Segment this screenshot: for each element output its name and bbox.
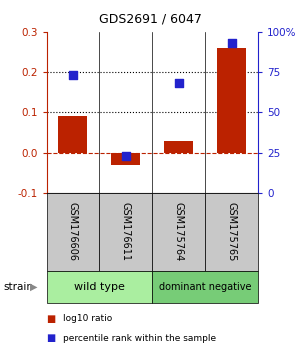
Bar (111, 153, 140, 165)
Bar (46, 271, 152, 303)
Text: GDS2691 / 6047: GDS2691 / 6047 (99, 12, 201, 25)
Text: GSM176606: GSM176606 (68, 202, 78, 261)
Text: dominant negative: dominant negative (159, 282, 251, 292)
Text: log10 ratio: log10 ratio (63, 314, 112, 323)
Bar (205, 193, 258, 271)
Bar (152, 271, 258, 303)
Bar (152, 193, 205, 271)
Bar (99, 193, 152, 271)
Text: GSM176611: GSM176611 (121, 202, 131, 261)
Text: GSM175764: GSM175764 (174, 202, 184, 262)
Text: ■: ■ (46, 314, 56, 324)
Text: wild type: wild type (74, 282, 125, 292)
Bar (164, 141, 193, 153)
Text: ▶: ▶ (30, 282, 38, 292)
Bar (58, 116, 88, 153)
Point (70, 73, 75, 78)
Point (176, 81, 181, 86)
Bar (46, 193, 99, 271)
Bar (217, 48, 246, 153)
Point (123, 153, 128, 159)
Point (229, 40, 234, 46)
Text: GSM175765: GSM175765 (226, 202, 237, 262)
Text: percentile rank within the sample: percentile rank within the sample (63, 333, 216, 343)
Text: strain: strain (3, 282, 33, 292)
Text: ■: ■ (46, 333, 56, 343)
